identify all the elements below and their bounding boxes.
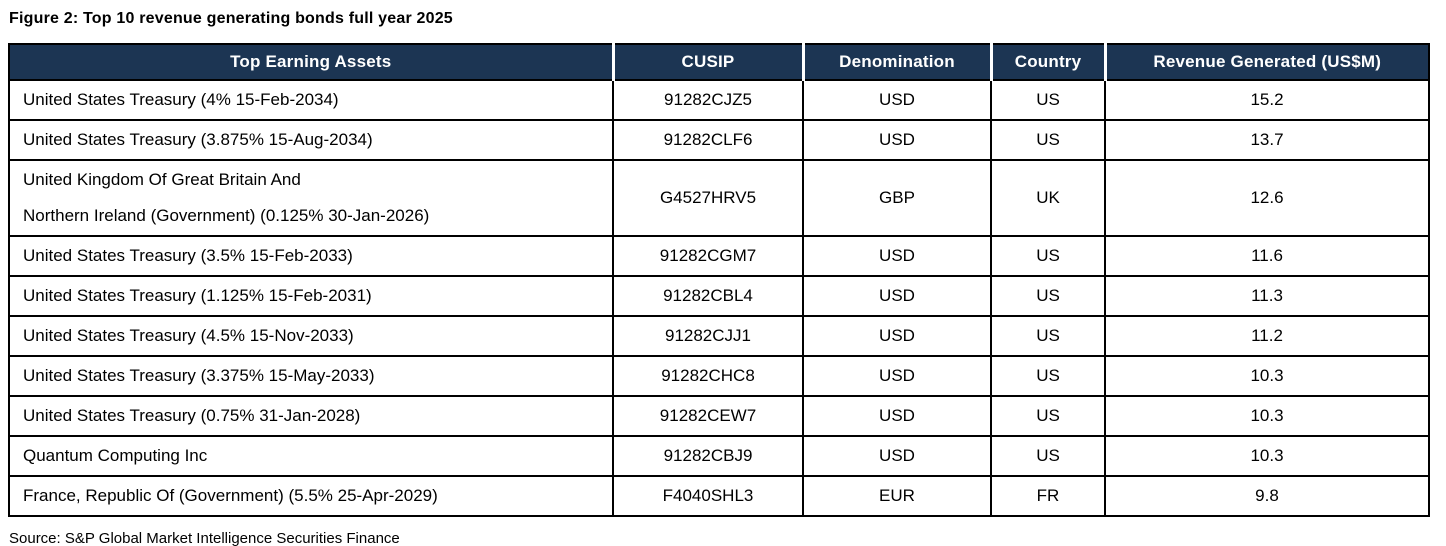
cell-revenue: 11.2 <box>1104 315 1430 357</box>
cell-revenue: 11.3 <box>1104 275 1430 317</box>
cell-denomination: USD <box>802 315 992 357</box>
table-row: United States Treasury (1.125% 15-Feb-20… <box>8 275 1430 317</box>
cell-revenue: 12.6 <box>1104 159 1430 237</box>
cell-denomination: USD <box>802 119 992 161</box>
cell-asset: France, Republic Of (Government) (5.5% 2… <box>8 475 614 517</box>
table-row: United States Treasury (0.75% 31-Jan-202… <box>8 395 1430 437</box>
cell-asset: United Kingdom Of Great Britain And Nort… <box>8 159 614 237</box>
table-body: United States Treasury (4% 15-Feb-2034) 9… <box>8 79 1430 517</box>
cell-revenue: 10.3 <box>1104 395 1430 437</box>
table-row: United Kingdom Of Great Britain And Nort… <box>8 159 1430 237</box>
cell-revenue: 10.3 <box>1104 355 1430 397</box>
cell-country: US <box>990 315 1106 357</box>
bond-table: Top Earning Assets CUSIP Denomination Co… <box>8 43 1430 517</box>
cell-denomination: USD <box>802 79 992 121</box>
cell-asset: United States Treasury (4.5% 15-Nov-2033… <box>8 315 614 357</box>
cell-denomination: USD <box>802 275 992 317</box>
cell-cusip: 91282CBL4 <box>612 275 804 317</box>
cell-revenue: 9.8 <box>1104 475 1430 517</box>
cell-denomination: USD <box>802 355 992 397</box>
cell-cusip: 91282CEW7 <box>612 395 804 437</box>
table-header: Top Earning Assets CUSIP Denomination Co… <box>8 43 1429 81</box>
cell-cusip: 91282CHC8 <box>612 355 804 397</box>
cell-country: US <box>990 275 1106 317</box>
cell-country: US <box>990 235 1106 277</box>
table-row: France, Republic Of (Government) (5.5% 2… <box>8 475 1430 517</box>
header-row: Top Earning Assets CUSIP Denomination Co… <box>8 43 1429 81</box>
cell-asset: United States Treasury (1.125% 15-Feb-20… <box>8 275 614 317</box>
cell-revenue: 10.3 <box>1104 435 1430 477</box>
table-row: United States Treasury (4% 15-Feb-2034) 9… <box>8 79 1430 121</box>
cell-asset: United States Treasury (3.375% 15-May-20… <box>8 355 614 397</box>
header-country: Country <box>989 43 1105 81</box>
cell-country: FR <box>990 475 1106 517</box>
cell-cusip: F4040SHL3 <box>612 475 804 517</box>
figure-title: Figure 2: Top 10 revenue generating bond… <box>9 10 453 27</box>
cell-asset: United States Treasury (4% 15-Feb-2034) <box>8 79 614 121</box>
table-row: United States Treasury (3.5% 15-Feb-2033… <box>8 235 1430 277</box>
cell-denomination: USD <box>802 435 992 477</box>
cell-country: US <box>990 119 1106 161</box>
cell-asset: United States Treasury (3.875% 15-Aug-20… <box>8 119 614 161</box>
header-revenue-generated: Revenue Generated (US$M) <box>1103 43 1429 81</box>
cell-asset: United States Treasury (0.75% 31-Jan-202… <box>8 395 614 437</box>
header-denomination: Denomination <box>801 43 991 81</box>
cell-country: US <box>990 435 1106 477</box>
header-top-earning-assets: Top Earning Assets <box>8 43 613 81</box>
cell-cusip: 91282CJZ5 <box>612 79 804 121</box>
cell-revenue: 11.6 <box>1104 235 1430 277</box>
cell-country: US <box>990 395 1106 437</box>
cell-country: US <box>990 79 1106 121</box>
header-cusip: CUSIP <box>611 43 803 81</box>
source-attribution: Source: S&P Global Market Intelligence S… <box>9 530 400 546</box>
cell-cusip: 91282CBJ9 <box>612 435 804 477</box>
table-row: United States Treasury (3.375% 15-May-20… <box>8 355 1430 397</box>
table-row: United States Treasury (4.5% 15-Nov-2033… <box>8 315 1430 357</box>
cell-denomination: USD <box>802 235 992 277</box>
cell-country: UK <box>990 159 1106 237</box>
cell-cusip: G4527HRV5 <box>612 159 804 237</box>
table-row: Quantum Computing Inc 91282CBJ9 USD US 10.3 <box>8 435 1430 477</box>
cell-cusip: 91282CGM7 <box>612 235 804 277</box>
cell-asset: United States Treasury (3.5% 15-Feb-2033… <box>8 235 614 277</box>
cell-denomination: EUR <box>802 475 992 517</box>
cell-country: US <box>990 355 1106 397</box>
cell-denomination: GBP <box>802 159 992 237</box>
cell-revenue: 13.7 <box>1104 119 1430 161</box>
cell-cusip: 91282CJJ1 <box>612 315 804 357</box>
cell-revenue: 15.2 <box>1104 79 1430 121</box>
table-row: United States Treasury (3.875% 15-Aug-20… <box>8 119 1430 161</box>
cell-denomination: USD <box>802 395 992 437</box>
cell-cusip: 91282CLF6 <box>612 119 804 161</box>
cell-asset: Quantum Computing Inc <box>8 435 614 477</box>
